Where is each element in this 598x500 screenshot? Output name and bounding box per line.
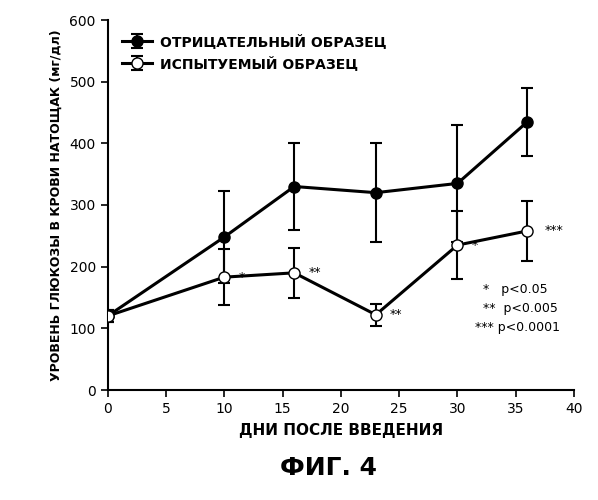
Text: **: **: [308, 266, 321, 280]
Text: *: *: [238, 270, 245, 283]
Text: *   p<0.05
  **  p<0.005
*** p<0.0001: * p<0.05 ** p<0.005 *** p<0.0001: [475, 283, 560, 334]
X-axis label: ДНИ ПОСЛЕ ВВЕДЕНИЯ: ДНИ ПОСЛЕ ВВЕДЕНИЯ: [239, 423, 443, 438]
Legend: ОТРИЦАТЕЛЬНЫЙ ОБРАЗЕЦ, ИСПЫТУЕМЫЙ ОБРАЗЕЦ: ОТРИЦАТЕЛЬНЫЙ ОБРАЗЕЦ, ИСПЫТУЕМЫЙ ОБРАЗЕ…: [115, 27, 394, 78]
Text: ***: ***: [545, 224, 564, 237]
Text: *: *: [471, 238, 478, 252]
Y-axis label: УРОВЕНЬ ГЛЮКОЗЫ В КРОВИ НАТОЩАК (мг/дл): УРОВЕНЬ ГЛЮКОЗЫ В КРОВИ НАТОЩАК (мг/дл): [50, 29, 63, 381]
Text: ФИГ. 4: ФИГ. 4: [280, 456, 377, 480]
Text: **: **: [390, 308, 402, 322]
